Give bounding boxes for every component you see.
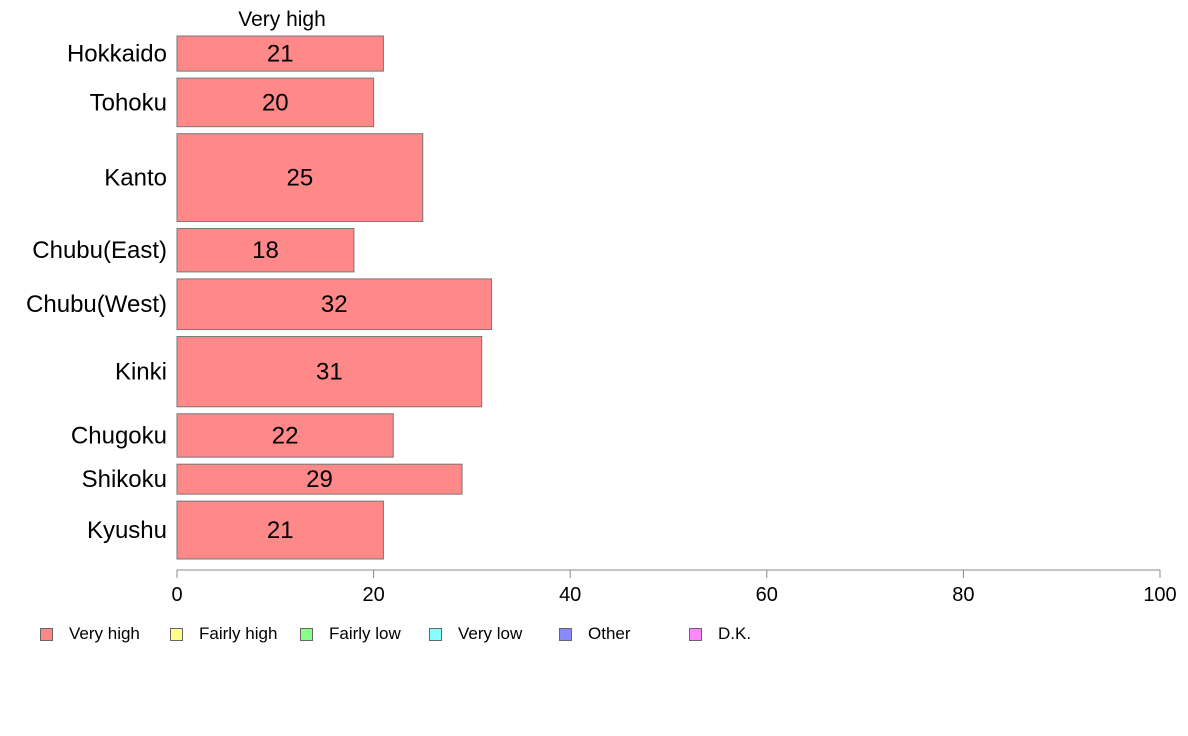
x-tick-label: 40 <box>559 584 581 606</box>
category-label: Chubu(East) <box>32 237 167 264</box>
category-label: Hokkaido <box>67 41 167 68</box>
category-label: Kyushu <box>87 517 167 544</box>
x-axis: 0 20 40 60 80 100 <box>171 569 1177 606</box>
category-label: Kanto <box>104 165 167 192</box>
bar <box>176 133 424 223</box>
category-label: Kinki <box>115 359 167 386</box>
x-tick-label: 60 <box>756 584 778 606</box>
bar <box>176 336 483 408</box>
category-label: Shikoku <box>82 466 167 493</box>
category-label: Chubu(West) <box>26 291 167 318</box>
bar <box>176 35 384 72</box>
category-label: Chugoku <box>71 422 167 449</box>
bar <box>176 278 493 331</box>
bar <box>176 463 463 495</box>
data-label: 22 <box>272 422 299 449</box>
category-label: Tohoku <box>90 89 167 116</box>
data-label: 29 <box>306 466 333 493</box>
data-label: 21 <box>267 517 294 544</box>
data-label: 32 <box>321 291 348 318</box>
x-tick-label: 0 <box>171 584 182 606</box>
x-tick-label: 20 <box>362 584 384 606</box>
data-label: 25 <box>287 165 314 192</box>
bar <box>176 413 394 458</box>
bars-group: Hokkaido 21 Tohoku 20 Kanto 25 Chubu(East) 18 Ch… <box>26 35 493 560</box>
bar <box>176 228 355 273</box>
bar <box>176 77 375 128</box>
x-tick-label: 80 <box>952 584 974 606</box>
data-label: 20 <box>262 89 289 116</box>
data-label: 31 <box>316 359 343 386</box>
data-label: 21 <box>267 41 294 68</box>
x-tick-label: 100 <box>1143 584 1176 606</box>
bar <box>176 500 384 560</box>
data-label: 18 <box>252 237 279 264</box>
series-header: Very high <box>238 8 326 31</box>
